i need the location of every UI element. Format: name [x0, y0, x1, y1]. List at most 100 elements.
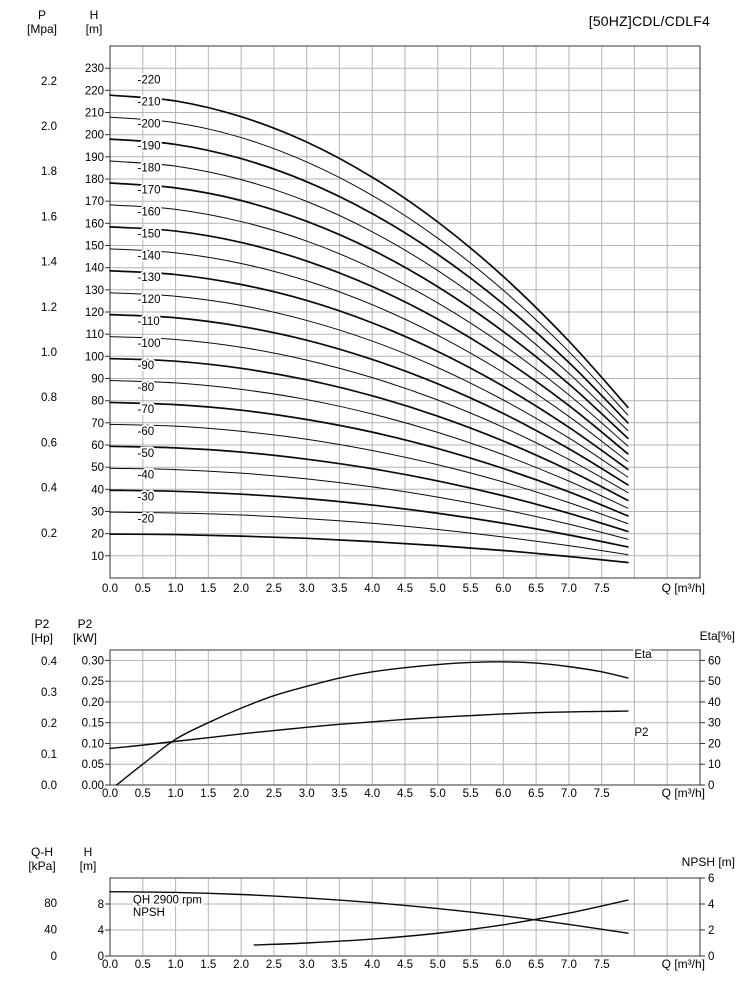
- x-tick: 2.0: [233, 788, 249, 800]
- x-tick: 0.0: [102, 788, 118, 800]
- y-tick-inner: 0.25: [82, 676, 104, 688]
- y-tick-right: 2: [708, 925, 714, 937]
- y-tick-right: 60: [708, 655, 721, 667]
- curve-label: -210: [138, 97, 161, 109]
- qh-kpa-axis-header: Q-H [kPa]: [18, 845, 66, 873]
- curve-label: -90: [138, 360, 155, 372]
- curve-NPSH: [253, 899, 629, 946]
- y-tick-outer: 0.8: [41, 392, 57, 404]
- curve-QH 2900 rpm: [109, 890, 629, 934]
- y-tick-inner: 180: [85, 174, 104, 186]
- y-tick-right: 0: [708, 780, 714, 792]
- p2kw-axis-header: P2 [kW]: [64, 617, 106, 645]
- y-tick-inner: 0: [98, 951, 104, 963]
- p-axis-header: P [Mpa]: [22, 8, 62, 36]
- curve--180: [109, 182, 629, 440]
- x-tick: 6.5: [528, 788, 544, 800]
- x-tick: 1.0: [168, 583, 184, 595]
- curve-label: -20: [138, 514, 155, 526]
- curve--150: [109, 248, 629, 463]
- y-tick-outer: 0.2: [41, 718, 57, 730]
- x-tick: 7.0: [561, 788, 577, 800]
- curve-label: -100: [138, 338, 161, 350]
- p2hp-axis-unit: [Hp]: [30, 631, 53, 645]
- x-tick: 2.0: [233, 583, 249, 595]
- y-tick-right: 10: [708, 759, 721, 771]
- curve--40: [109, 489, 629, 548]
- curve--130: [109, 292, 629, 478]
- qh-kpa-axis-unit: [kPa]: [28, 859, 56, 873]
- x-tick: 3.5: [331, 788, 347, 800]
- x-tick: 6.0: [495, 583, 511, 595]
- x-tick: 1.0: [168, 788, 184, 800]
- curve--100: [109, 357, 629, 502]
- h-axis-name: H: [89, 8, 99, 22]
- curve--110: [109, 336, 629, 494]
- x-tick: 2.0: [233, 959, 249, 971]
- p-axis-name: P: [37, 8, 46, 22]
- x-tick: 7.5: [594, 788, 610, 800]
- x-tick: 1.0: [168, 959, 184, 971]
- curve-label: NPSH: [133, 907, 165, 919]
- x-tick: 3.5: [331, 959, 347, 971]
- y-tick-inner: 0.10: [82, 739, 104, 751]
- y-tick-inner: 150: [85, 241, 104, 253]
- chart-title: [50HZ]CDL/CDLF4: [588, 13, 710, 29]
- curve--200: [109, 138, 629, 424]
- y-tick-inner: 50: [91, 462, 104, 474]
- x-tick: 4.5: [397, 788, 413, 800]
- x-tick: 0.0: [102, 583, 118, 595]
- curve-label: P2: [634, 727, 648, 739]
- y-tick-right: 40: [708, 697, 721, 709]
- curve-label: QH 2900 rpm: [133, 895, 202, 907]
- curve-label: -140: [138, 250, 161, 262]
- x-tick: 2.5: [266, 583, 282, 595]
- h-axis-unit: [m]: [85, 22, 103, 36]
- x-tick: 7.0: [561, 959, 577, 971]
- y-tick-outer: 80: [44, 898, 57, 910]
- x-tick: 4.5: [397, 959, 413, 971]
- x-tick: 3.0: [299, 583, 315, 595]
- curve-label: -130: [138, 272, 161, 284]
- qh-kpa-axis-name: Q-H: [31, 845, 53, 859]
- y-tick-right: 30: [708, 718, 721, 730]
- x-axis-label-top: Q [m³/h]: [661, 581, 705, 595]
- y-tick-outer: 1.2: [41, 302, 57, 314]
- curve-label: -160: [138, 206, 161, 218]
- y-tick-outer: 1.8: [41, 166, 57, 178]
- y-tick-outer: 0.6: [41, 437, 57, 449]
- curve--50: [109, 467, 629, 540]
- x-axis-label-bottom: Q [m³/h]: [661, 957, 705, 971]
- curve--80: [109, 401, 629, 517]
- x-tick: 7.0: [561, 583, 577, 595]
- x-tick: 5.0: [430, 583, 446, 595]
- p2hp-axis-header: P2 [Hp]: [22, 617, 62, 645]
- x-tick: 3.0: [299, 788, 315, 800]
- plot-border: [109, 877, 701, 957]
- curve-label: -60: [138, 426, 155, 438]
- y-tick-outer: 0.4: [41, 656, 58, 668]
- x-tick: 4.0: [364, 583, 380, 595]
- x-tick: 0.0: [102, 959, 118, 971]
- y-tick-outer: 1.6: [41, 211, 57, 223]
- x-tick: 6.0: [495, 788, 511, 800]
- y-tick-inner: 0.15: [82, 718, 104, 730]
- curve--60: [109, 445, 629, 533]
- x-tick: 4.5: [397, 583, 413, 595]
- p2kw-axis-name: P2: [77, 617, 93, 631]
- x-axis-label-middle: Q [m³/h]: [661, 786, 705, 800]
- curve-label: -40: [138, 470, 155, 482]
- x-tick: 2.5: [266, 959, 282, 971]
- npsh-axis-header: NPSH [m]: [681, 855, 735, 869]
- eta-axis-header: Eta[%]: [699, 629, 735, 643]
- y-tick-outer: 0.4: [41, 483, 58, 495]
- curve--120: [109, 313, 629, 486]
- y-tick-right: 6: [708, 873, 714, 885]
- y-tick-inner: 140: [85, 263, 104, 275]
- x-tick: 3.5: [331, 583, 347, 595]
- y-tick-inner: 20: [91, 529, 104, 541]
- x-tick: 2.5: [266, 788, 282, 800]
- x-tick: 3.0: [299, 959, 315, 971]
